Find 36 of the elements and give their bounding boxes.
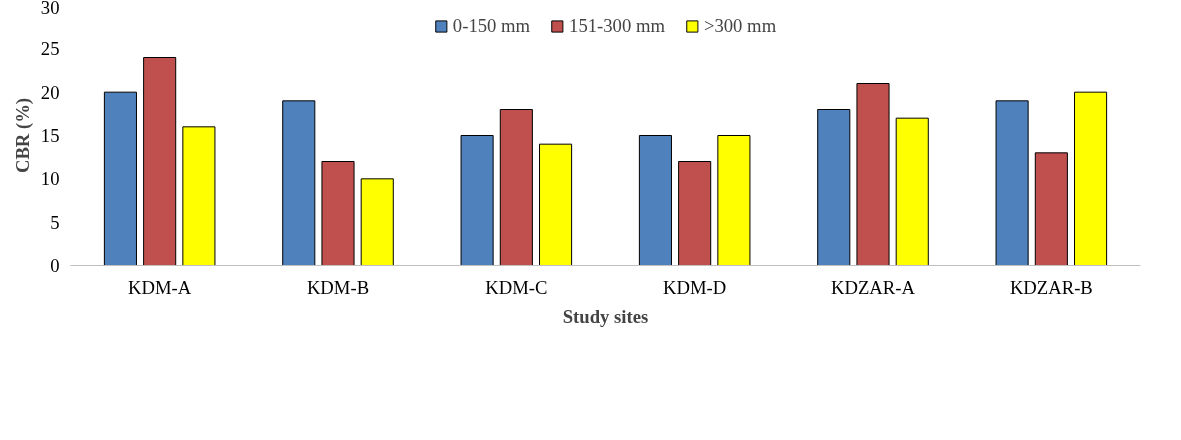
x-tick-label: KDM-B [306, 276, 370, 298]
bar [1034, 152, 1068, 266]
y-tick-label: 5 [50, 211, 60, 233]
bar [678, 161, 712, 266]
bar [282, 100, 316, 266]
bar [817, 109, 851, 266]
y-tick-label: 10 [40, 168, 60, 190]
bar [103, 91, 137, 266]
y-axis-title: CBR (%) [11, 97, 34, 174]
y-tick-label: 15 [40, 125, 60, 146]
bar [895, 117, 929, 266]
bar [499, 109, 533, 266]
bar [321, 161, 355, 266]
bar [143, 57, 177, 266]
y-tick-label: 0 [50, 255, 60, 276]
y-tick-label: 25 [40, 38, 60, 60]
bar [182, 126, 216, 266]
legend-label: 151-300 mm [569, 15, 665, 37]
bar [995, 100, 1029, 266]
legend-label: >300 mm [703, 15, 777, 37]
bar [1074, 91, 1108, 266]
bar [360, 178, 394, 266]
x-tick-label: KDM-C [485, 276, 548, 298]
x-tick-label: KDZAR-A [831, 276, 916, 298]
x-tick-label: KDZAR-B [1009, 276, 1093, 298]
x-tick-label: KDM-D [663, 276, 727, 298]
bar [460, 135, 494, 266]
y-tick-label: 30 [40, 0, 60, 18]
legend-label: 0-150 mm [452, 15, 531, 37]
y-tick-label: 20 [40, 81, 60, 103]
bar [539, 143, 573, 266]
x-axis-title: Study sites [562, 305, 649, 327]
bar [638, 135, 672, 266]
bar [856, 83, 890, 266]
x-tick-label: KDM-A [128, 276, 192, 298]
bar [717, 135, 751, 266]
